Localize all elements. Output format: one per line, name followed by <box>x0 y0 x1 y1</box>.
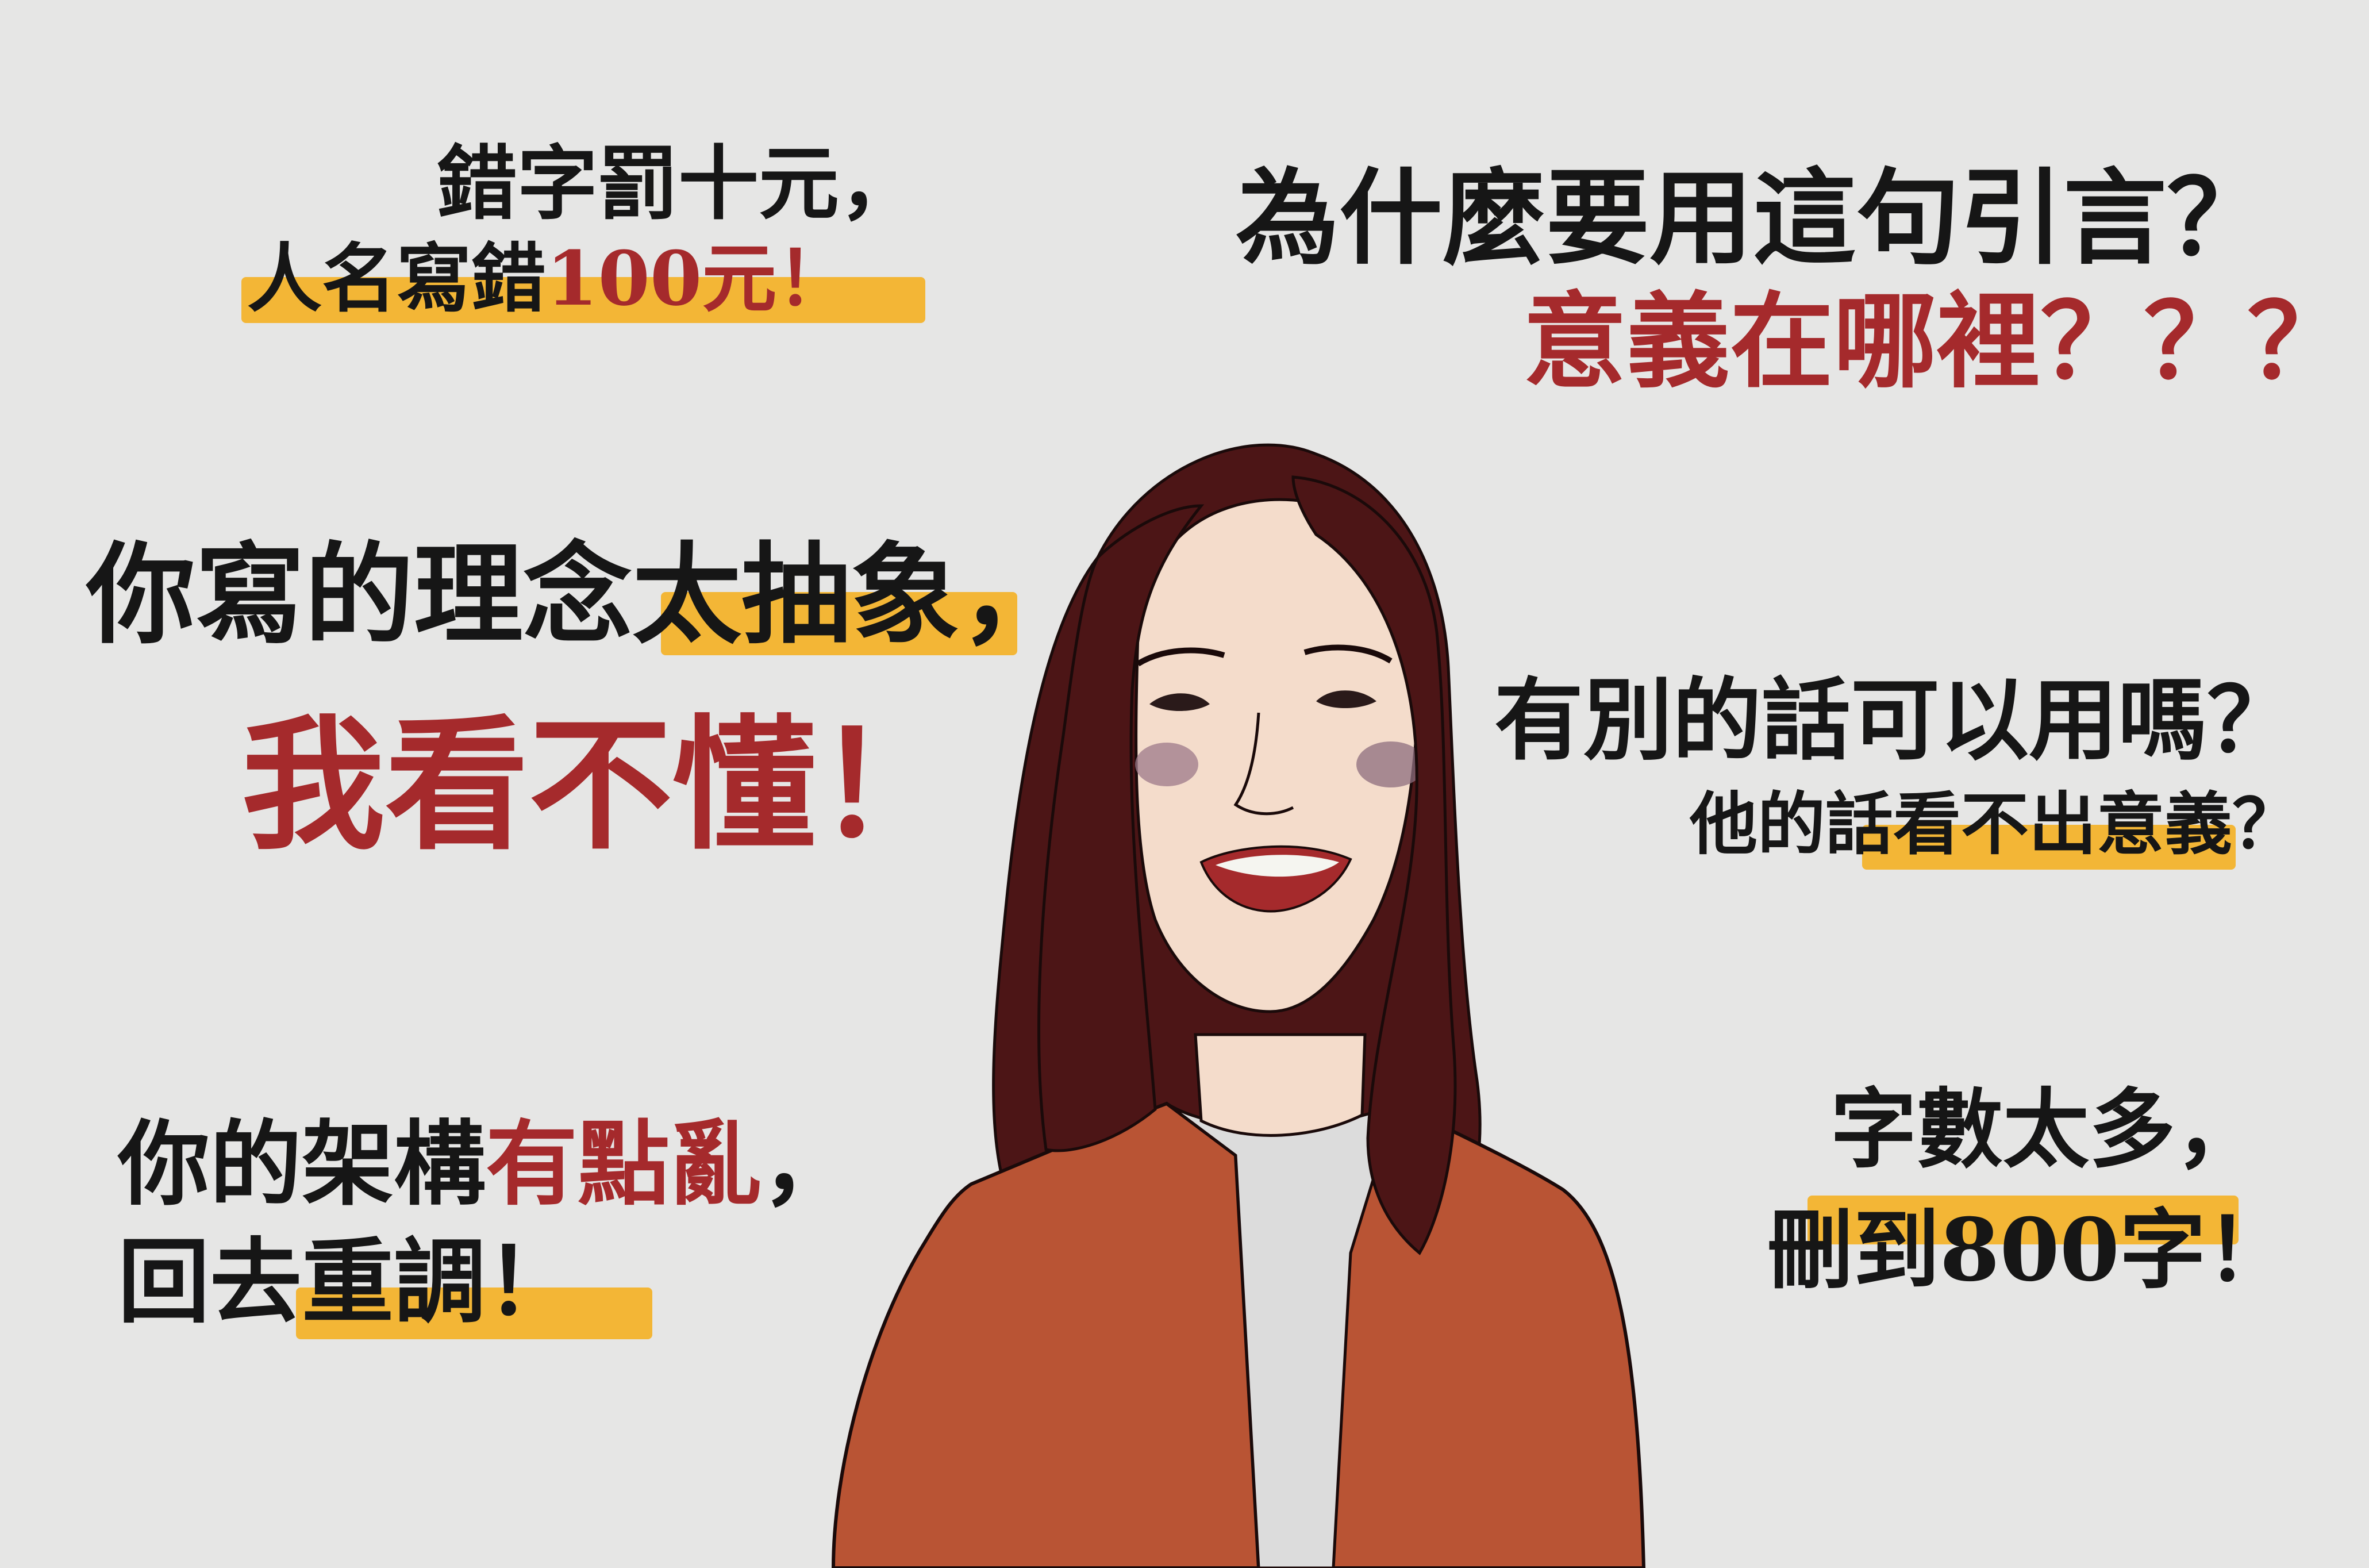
left-eye <box>1149 693 1210 712</box>
highlight-stroke <box>241 277 926 323</box>
quote-line: 錯字罰十元， <box>247 144 920 224</box>
jacket <box>831 1101 1261 1568</box>
left-eyebrow <box>1136 647 1225 667</box>
quote-text: ， <box>762 1110 854 1218</box>
quote-other-words: 有別的話可以用嗎？ 他的話看不出意義？ <box>1494 675 2300 870</box>
quote-text: 看不出意義 <box>1893 784 2233 864</box>
quote-line: 字數太多， <box>1767 1086 2292 1173</box>
quote-line: 他的話看不出意義？ <box>1494 790 2300 870</box>
face <box>1134 498 1422 1013</box>
quote-text: 人名寫錯 <box>247 235 547 322</box>
quote-line: 你寫的理念太抽象， <box>86 540 1069 655</box>
highlight-stroke <box>1862 825 2236 870</box>
quote-text: ？ <box>2232 784 2301 864</box>
left-cheek-blush <box>1135 743 1198 786</box>
quote-line: 回去重調！ <box>118 1236 853 1339</box>
right-cheek-blush <box>1356 741 1425 787</box>
quote-line: 我看不懂！ <box>86 713 1069 856</box>
quote-text: 錯字罰十元， <box>437 137 920 231</box>
quote-text: 為什麼要用這句引言？ <box>1236 157 2271 279</box>
right-eye <box>1316 690 1376 708</box>
quote-messy-structure: 你的架構有點亂， 回去重調！ <box>118 1118 853 1339</box>
quote-text: 太抽象 <box>632 531 960 659</box>
quote-too-abstract: 你寫的理念太抽象， 我看不懂！ <box>86 540 1069 857</box>
right-eyebrow <box>1303 644 1393 664</box>
quote-text: 回去 <box>118 1228 302 1336</box>
quote-text: 重調 <box>302 1228 486 1336</box>
teeth <box>1216 855 1339 877</box>
highlight-stroke <box>296 1288 652 1339</box>
quote-word-count: 字數太多， 刪到800字！ <box>1767 1086 2292 1293</box>
nose <box>1233 712 1294 816</box>
quote-line: 你的架構有點亂， <box>118 1118 853 1210</box>
quote-text: ， <box>960 531 1070 659</box>
quote-text-emphasis: 我看不懂！ <box>241 700 960 869</box>
quote-text: 有別的話可以用嗎？ <box>1494 667 2296 773</box>
quote-line: 人名寫錯100元！ <box>241 241 926 323</box>
highlight-stroke <box>661 592 1017 655</box>
quote-line: 刪到800字！ <box>1767 1196 2292 1293</box>
woman-portrait-illustration <box>831 443 1646 1568</box>
quote-text-emphasis: 意義在哪裡？？？ <box>1523 281 2351 402</box>
quote-text: 字數太多， <box>1830 1079 2262 1180</box>
quote-text: 刪到800字！ <box>1767 1200 2293 1301</box>
quote-line: 意義在哪裡？？？ <box>1236 290 2351 394</box>
quote-line: 有別的話可以用嗎？ <box>1494 675 2300 764</box>
quote-text: 你的架構 <box>118 1110 486 1218</box>
hair-front-left <box>1037 504 1205 1152</box>
quote-text-emphasis: 有點亂 <box>486 1110 762 1218</box>
neck <box>1194 1033 1367 1137</box>
quote-text: ！ <box>486 1228 578 1336</box>
quote-text: 他的話 <box>1690 784 1894 864</box>
quote-typo-fine: 錯字罰十元， 人名寫錯100元！ <box>241 144 926 323</box>
quote-text: 你寫的理念 <box>86 531 633 659</box>
hair-front-right <box>1291 475 1457 1255</box>
quote-line: 為什麼要用這句引言？ <box>1236 167 2351 270</box>
highlight-stroke <box>1807 1196 2239 1244</box>
quote-text-emphasis: 100元！ <box>546 235 852 322</box>
quote-why-this-citation: 為什麼要用這句引言？ 意義在哪裡？？？ <box>1236 167 2351 394</box>
